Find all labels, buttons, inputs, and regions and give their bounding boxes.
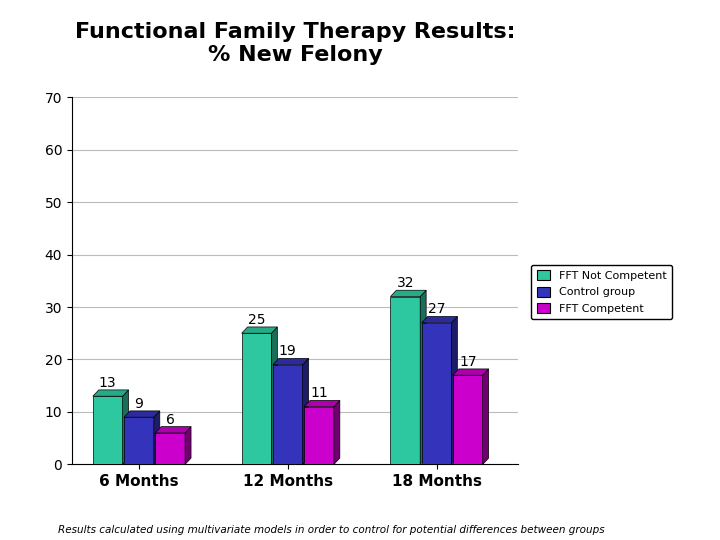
Text: Functional Family Therapy Results:
% New Felony: Functional Family Therapy Results: % New… — [75, 22, 516, 65]
Polygon shape — [482, 369, 489, 464]
Text: 13: 13 — [99, 376, 117, 390]
Legend: FFT Not Competent, Control group, FFT Competent: FFT Not Competent, Control group, FFT Co… — [531, 265, 672, 319]
Polygon shape — [93, 390, 129, 396]
Polygon shape — [156, 427, 191, 433]
Polygon shape — [304, 400, 340, 407]
Polygon shape — [302, 359, 309, 464]
Bar — [93, 396, 122, 464]
Bar — [422, 323, 451, 464]
Polygon shape — [122, 390, 129, 464]
Polygon shape — [154, 411, 160, 464]
Text: 25: 25 — [248, 313, 265, 327]
Polygon shape — [185, 427, 191, 464]
Bar — [124, 417, 154, 464]
Polygon shape — [451, 316, 457, 464]
Polygon shape — [334, 400, 340, 464]
Polygon shape — [271, 327, 277, 464]
Text: Results calculated using multivariate models in order to control for potential d: Results calculated using multivariate mo… — [58, 524, 604, 535]
Polygon shape — [242, 327, 277, 333]
Text: 9: 9 — [135, 397, 143, 411]
Polygon shape — [420, 290, 426, 464]
Bar — [453, 375, 482, 464]
Text: 27: 27 — [428, 302, 445, 316]
Polygon shape — [390, 290, 426, 296]
Text: 17: 17 — [459, 355, 477, 369]
Polygon shape — [422, 316, 457, 323]
Polygon shape — [124, 411, 160, 417]
Bar — [242, 333, 271, 464]
Text: 11: 11 — [310, 387, 328, 400]
Bar — [156, 433, 185, 464]
Polygon shape — [273, 359, 309, 364]
Text: 6: 6 — [166, 413, 175, 427]
Bar — [273, 364, 302, 464]
Polygon shape — [453, 369, 489, 375]
Text: 32: 32 — [397, 276, 414, 290]
Bar — [390, 296, 420, 464]
Bar — [304, 407, 334, 464]
Text: 19: 19 — [279, 345, 297, 359]
